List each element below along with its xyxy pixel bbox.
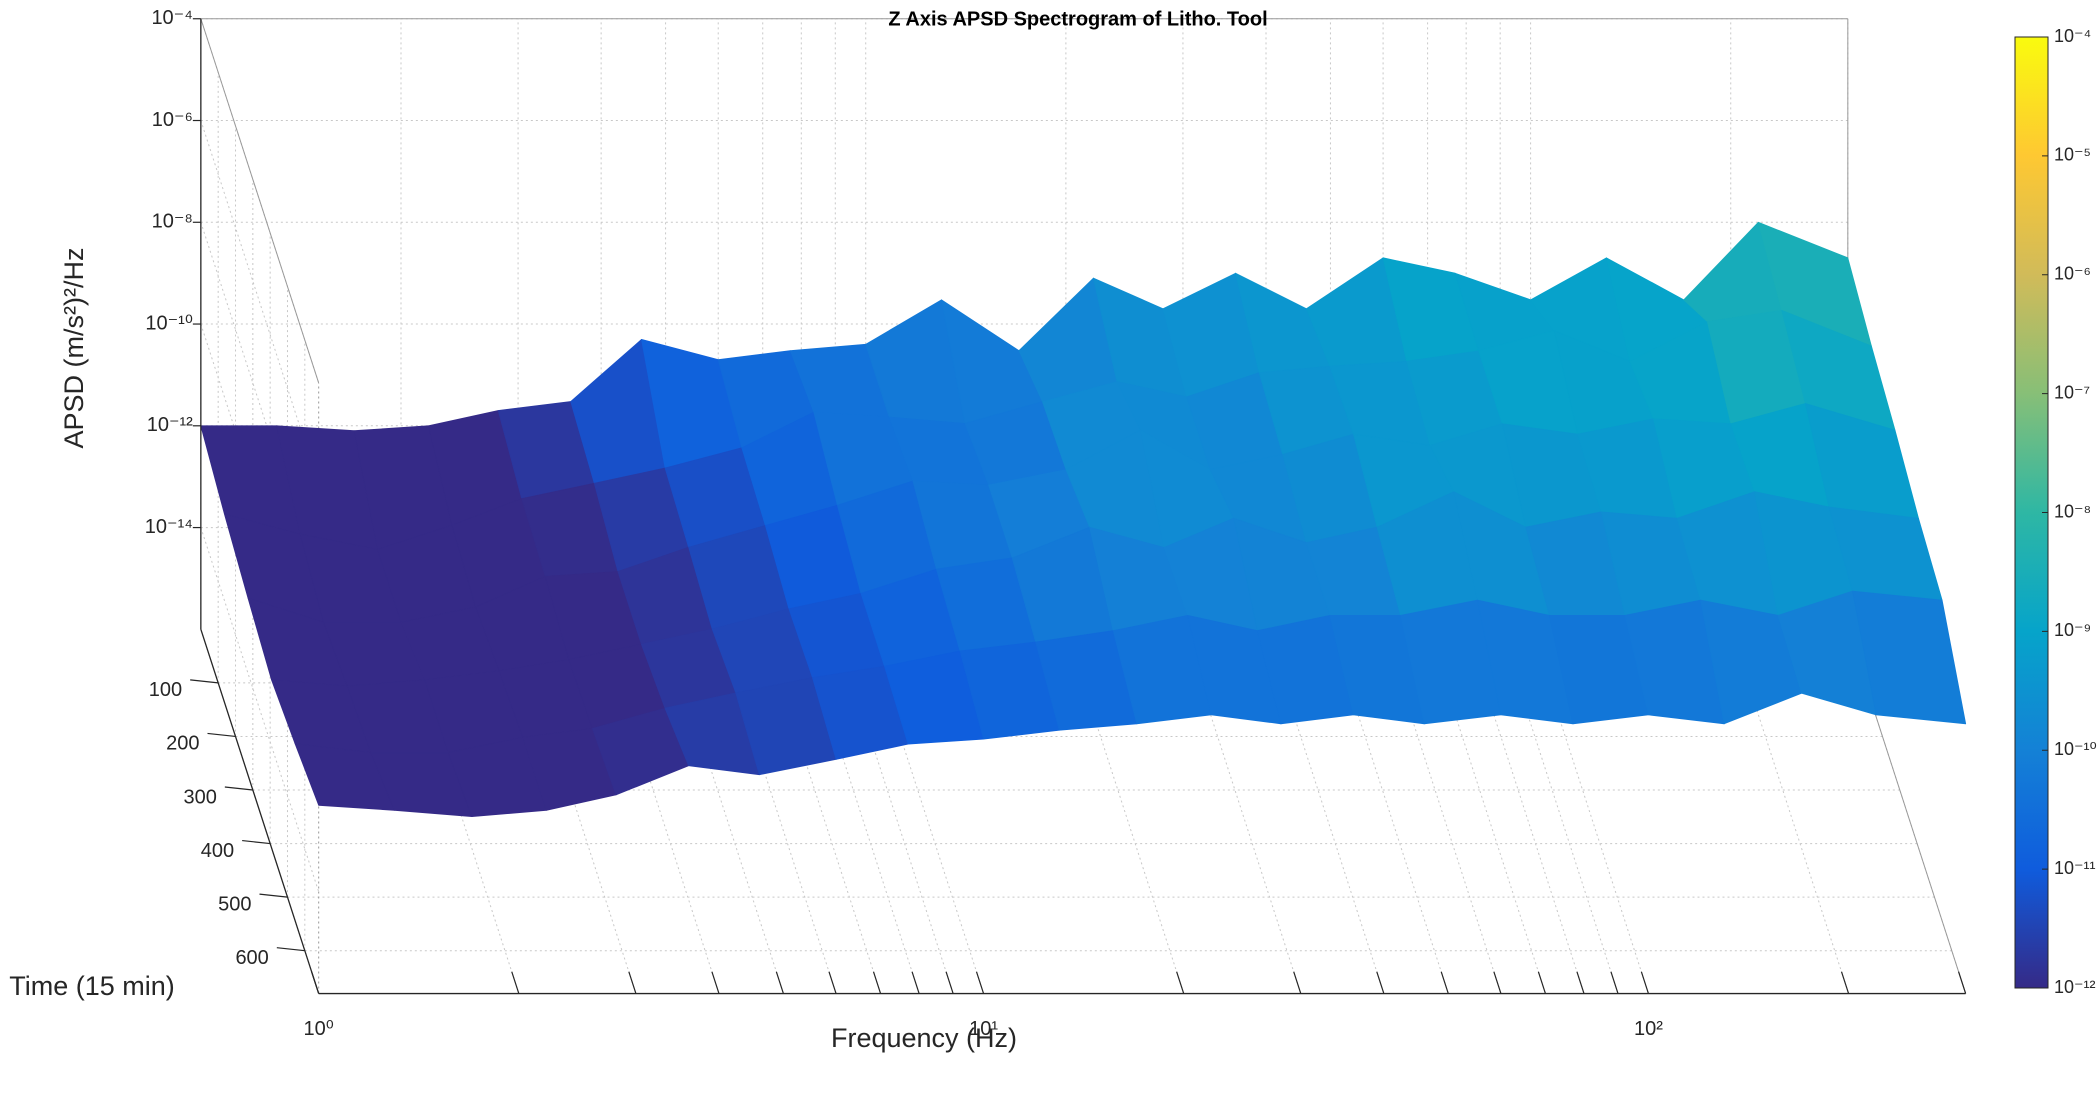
floor-grid-line xyxy=(800,629,920,994)
colorbar-tick-label: 10⁻¹⁰ xyxy=(2054,739,2097,759)
colorbar-tick-label: 10⁻⁶ xyxy=(2054,264,2091,284)
x-tick-mark xyxy=(1958,971,1967,994)
x-tick-mark xyxy=(1576,971,1585,994)
y-tick-label: 400 xyxy=(201,840,234,862)
z-axis-label: APSD (m/s²)²/Hz xyxy=(59,248,89,449)
z-tick-label: 10⁻⁶ xyxy=(152,109,193,131)
floor-grid-line xyxy=(717,629,837,994)
y-tick-label: 600 xyxy=(235,947,268,969)
surface-cell xyxy=(1852,590,1967,725)
y-tick-mark xyxy=(276,947,305,952)
y-tick-label: 100 xyxy=(149,679,182,701)
floor-grid-line xyxy=(1265,629,1385,994)
x-tick-mark xyxy=(775,971,784,994)
box-edge xyxy=(200,18,320,384)
colorbar-tick-label: 10⁻¹¹ xyxy=(2054,858,2096,878)
wall-grid-line xyxy=(200,527,320,892)
colorbar-tick-label: 10⁻⁷ xyxy=(2054,382,2090,402)
wall-grid-line xyxy=(200,222,320,587)
floor-grid-line xyxy=(1499,629,1619,994)
x-tick-mark xyxy=(1293,971,1302,994)
z-tick-label: 10⁻¹⁴ xyxy=(145,516,193,538)
x-tick-mark xyxy=(711,971,720,994)
floor-grid-line xyxy=(762,629,882,994)
y-axis-line xyxy=(200,629,320,994)
floor-grid-line xyxy=(1427,629,1546,994)
x-axis-label: Frequency (Hz) xyxy=(831,1023,1017,1053)
y-tick-mark xyxy=(259,893,288,898)
x-tick-mark xyxy=(1493,971,1502,994)
x-tick-mark xyxy=(911,971,920,994)
y-tick-mark xyxy=(207,732,236,738)
y-tick-mark xyxy=(242,839,271,845)
floor-grid-line xyxy=(1530,629,1649,994)
x-tick-mark xyxy=(828,971,837,994)
floor-grid-line xyxy=(1182,629,1302,994)
floor-grid-line xyxy=(1730,629,1850,994)
colorbar xyxy=(2014,36,2049,989)
axis-layer: 10⁰ 10¹ 10² 100 200 300 400 500 600 10⁻⁴ 10⁻⁶ 10⁻⁸ 1… xyxy=(145,7,1967,1040)
x-tick-mark xyxy=(975,971,985,994)
colorbar-tick-label: 10⁻⁸ xyxy=(2054,501,2091,521)
x-tick-mark xyxy=(1610,971,1619,994)
x-tick-mark xyxy=(1176,971,1185,994)
wall-grid-line xyxy=(200,120,320,485)
floor-grid-line xyxy=(834,629,954,994)
colorbar-tick-label: 10⁻⁵ xyxy=(2054,145,2091,165)
floor-grid-line xyxy=(1329,629,1449,994)
x-tick-mark xyxy=(945,971,954,994)
x-tick-mark xyxy=(1376,971,1385,994)
surface-layer xyxy=(200,221,1967,817)
z-tick-label: 10⁻¹⁰ xyxy=(145,312,192,334)
chart-title: Z Axis APSD Spectrogram of Litho. Tool xyxy=(888,8,1267,30)
x-tick-mark xyxy=(1440,971,1449,994)
x-tick-mark xyxy=(511,971,520,994)
x-tick-mark xyxy=(1537,971,1547,994)
floor-grid-line xyxy=(600,629,720,994)
y-axis-label: Time (15 min) xyxy=(9,971,175,1001)
x-tick-label: 10² xyxy=(1634,1018,1663,1040)
floor-grid-line xyxy=(665,629,784,994)
x-tick-mark xyxy=(628,971,637,994)
y-tick-label: 500 xyxy=(218,893,251,915)
colorbar-tick-label: 10⁻⁹ xyxy=(2054,620,2091,640)
z-tick-label: 10⁻¹² xyxy=(147,414,193,436)
x-tick-label: 10⁰ xyxy=(304,1018,334,1040)
floor-grid-line xyxy=(517,629,637,994)
colorbar-tick-label: 10⁻¹² xyxy=(2054,977,2096,997)
z-tick-label: 10⁻⁴ xyxy=(151,7,192,29)
z-tick-label: 10⁻⁸ xyxy=(152,211,193,233)
colorbar-tick-label: 10⁻⁴ xyxy=(2054,26,2091,46)
floor-grid-line xyxy=(1382,629,1502,994)
x-tick-mark xyxy=(1840,971,1850,994)
y-tick-mark xyxy=(190,679,219,684)
y-tick-label: 300 xyxy=(183,786,216,808)
x-tick-mark xyxy=(1640,971,1649,994)
floor-grid-line xyxy=(865,629,985,994)
floor-grid-line xyxy=(1065,629,1185,994)
y-tick-mark xyxy=(224,786,253,791)
x-tick-label: 10¹ xyxy=(969,1018,998,1040)
y-tick-label: 200 xyxy=(166,733,199,755)
x-tick-mark xyxy=(872,971,882,994)
floor-grid-line xyxy=(1465,629,1585,994)
